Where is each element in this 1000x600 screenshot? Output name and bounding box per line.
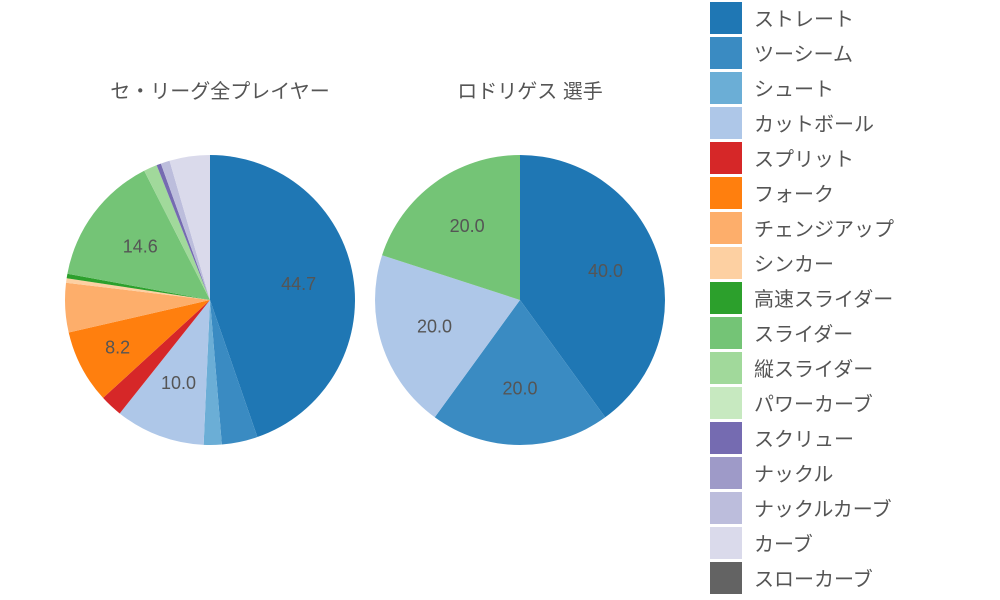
legend-item: スライダー [710,315,990,350]
legend-item: チェンジアップ [710,210,990,245]
legend-swatch [710,422,742,454]
legend-label: シュート [754,73,834,102]
legend-label: ストレート [754,3,854,32]
legend-swatch [710,142,742,174]
legend-item: ストレート [710,0,990,35]
legend-swatch [710,457,742,489]
legend-item: ナックルカーブ [710,490,990,525]
pie-slice-label: 20.0 [417,317,452,337]
legend-item: 高速スライダー [710,280,990,315]
legend-swatch [710,37,742,69]
legend-label: ツーシーム [754,38,853,67]
pie-slice-label: 14.6 [123,237,158,257]
legend-item: カットボール [710,105,990,140]
legend-swatch [710,387,742,419]
legend-swatch [710,247,742,279]
legend-label: 高速スライダー [754,283,893,312]
legend-swatch [710,72,742,104]
legend-swatch [710,212,742,244]
legend-label: カーブ [754,528,813,557]
legend-label: フォーク [754,178,834,207]
legend-item: ツーシーム [710,35,990,70]
legend: ストレートツーシームシュートカットボールスプリットフォークチェンジアップシンカー… [710,0,990,600]
legend-item: カーブ [710,525,990,560]
legend-item: パワーカーブ [710,385,990,420]
pie-slice-label: 10.0 [161,373,196,393]
legend-swatch [710,282,742,314]
legend-swatch [710,2,742,34]
legend-item: フォーク [710,175,990,210]
legend-item: スローカーブ [710,560,990,595]
legend-item: 縦スライダー [710,350,990,385]
legend-label: ナックル [754,458,833,487]
pie-slice-label: 8.2 [105,337,130,357]
legend-item: ナックル [710,455,990,490]
legend-label: ナックルカーブ [754,493,892,522]
pie-title-left: セ・リーグ全プレイヤー [70,75,370,104]
legend-item: シンカー [710,245,990,280]
pie-slice-label: 40.0 [588,261,623,281]
legend-item: スクリュー [710,420,990,455]
legend-swatch [710,317,742,349]
chart-container: セ・リーグ全プレイヤー ロドリゲス 選手 44.7 10.0 8.2 14.6 40.0… [0,0,1000,600]
pie-slice-label: 20.0 [450,216,485,236]
legend-label: スプリット [754,143,854,172]
legend-item: シュート [710,70,990,105]
legend-label: チェンジアップ [754,213,894,242]
legend-label: スライダー [754,318,853,347]
legend-swatch [710,562,742,594]
legend-swatch [710,107,742,139]
legend-label: パワーカーブ [754,388,873,417]
legend-swatch [710,527,742,559]
pie-slice-label: 44.7 [281,274,316,294]
pie-title-right: ロドリゲス 選手 [380,75,680,104]
legend-swatch [710,352,742,384]
legend-label: スクリュー [754,423,854,452]
pie-charts-area: セ・リーグ全プレイヤー ロドリゲス 選手 44.7 10.0 8.2 14.6 40.0… [0,0,700,600]
legend-swatch [710,492,742,524]
pie-slice-label: 20.0 [502,379,537,399]
legend-item: スプリット [710,140,990,175]
legend-swatch [710,177,742,209]
legend-label: シンカー [754,248,834,277]
legend-label: 縦スライダー [754,353,873,382]
legend-label: カットボール [754,108,874,137]
legend-label: スローカーブ [754,563,873,592]
